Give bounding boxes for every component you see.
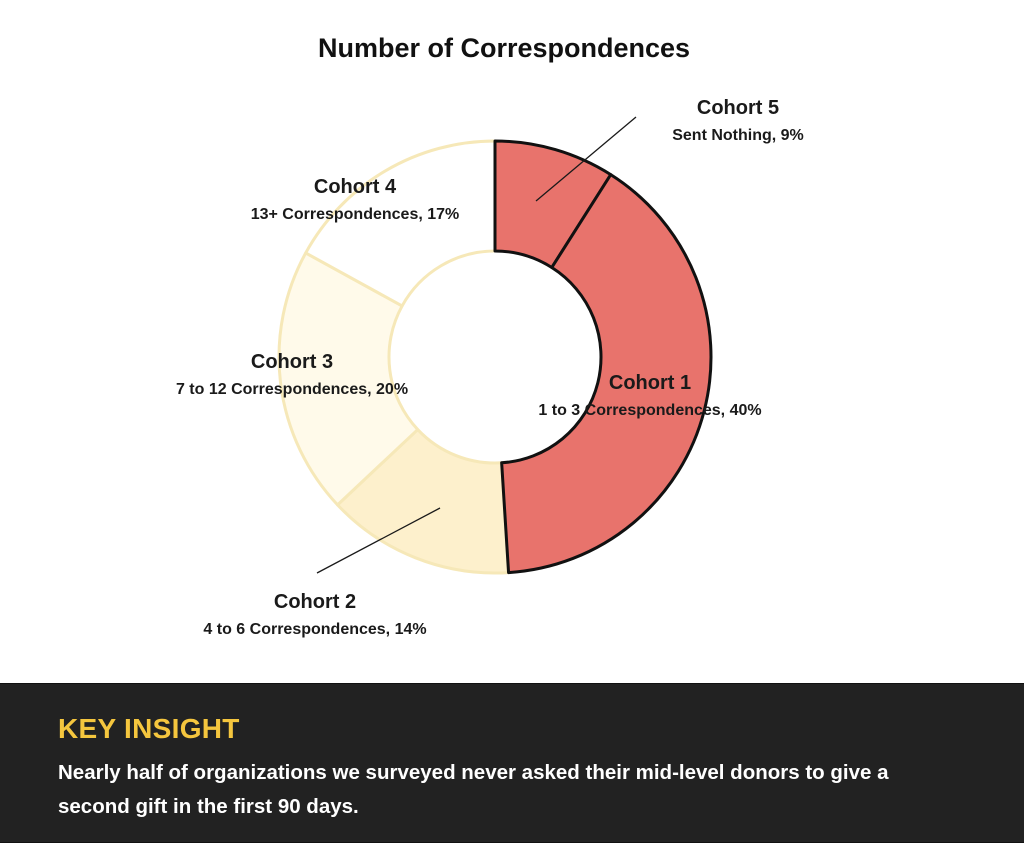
- label-cohort-5-name: Cohort 5: [697, 97, 779, 119]
- key-insight-text: Nearly half of organizations we surveyed…: [58, 761, 889, 818]
- slice-cohort-1: [500, 173, 713, 575]
- donut-chart: Number of Correspondences Cohort 5 Sent N…: [176, 33, 804, 638]
- key-insight-heading: KEY INSIGHT: [58, 713, 240, 744]
- slice-labels: Cohort 5 Sent Nothing, 9% Cohort 1 1 to 3 C…: [176, 97, 804, 638]
- label-cohort-2-detail: 4 to 6 Correspondences, 14%: [203, 621, 426, 638]
- label-cohort-3-detail: 7 to 12 Correspondences, 20%: [176, 381, 408, 398]
- label-cohort-1-name: Cohort 1: [609, 372, 691, 394]
- label-cohort-5-detail: Sent Nothing, 9%: [672, 127, 804, 144]
- leader-line-cohort-5: [535, 116, 637, 202]
- leader-line-cohort-2: [316, 507, 441, 574]
- leader-lines: [316, 116, 637, 574]
- label-cohort-4-name: Cohort 4: [314, 176, 397, 198]
- slice-cohort-4: [304, 139, 497, 308]
- label-cohort-2-name: Cohort 2: [274, 591, 356, 613]
- key-insight-panel: KEY INSIGHT Nearly half of organizations…: [0, 683, 1024, 843]
- label-cohort-3-name: Cohort 3: [251, 351, 333, 373]
- slice-cohort-3: [277, 251, 420, 507]
- chart-title: Number of Correspondences: [318, 33, 690, 63]
- slices-layer: [277, 139, 713, 575]
- label-cohort-1-detail: 1 to 3 Correspondences, 40%: [538, 402, 761, 419]
- label-cohort-4-detail: 13+ Correspondences, 17%: [251, 206, 460, 223]
